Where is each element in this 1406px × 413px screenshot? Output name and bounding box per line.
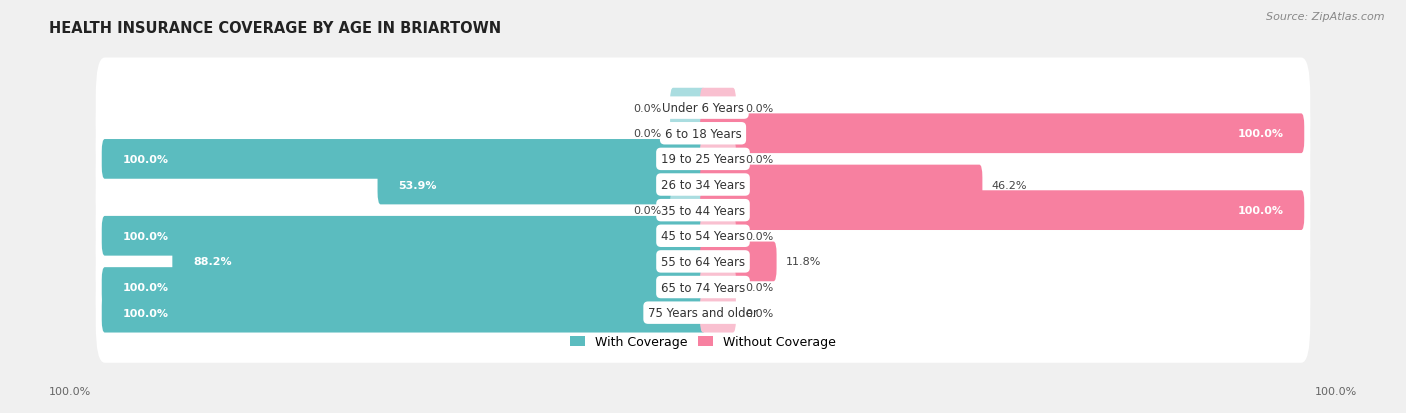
- Text: 6 to 18 Years: 6 to 18 Years: [665, 128, 741, 140]
- Text: 55 to 64 Years: 55 to 64 Years: [661, 255, 745, 268]
- Text: 100.0%: 100.0%: [1315, 387, 1357, 396]
- Text: 88.2%: 88.2%: [193, 257, 232, 267]
- Text: 45 to 54 Years: 45 to 54 Years: [661, 230, 745, 243]
- FancyBboxPatch shape: [700, 88, 735, 128]
- Legend: With Coverage, Without Coverage: With Coverage, Without Coverage: [571, 336, 835, 349]
- FancyBboxPatch shape: [700, 165, 983, 205]
- Text: 0.0%: 0.0%: [745, 231, 773, 241]
- FancyBboxPatch shape: [96, 84, 1310, 184]
- FancyBboxPatch shape: [96, 186, 1310, 286]
- Text: 100.0%: 100.0%: [49, 387, 91, 396]
- Text: 100.0%: 100.0%: [122, 231, 169, 241]
- Text: 0.0%: 0.0%: [745, 103, 773, 113]
- Text: 100.0%: 100.0%: [122, 154, 169, 164]
- FancyBboxPatch shape: [700, 293, 735, 333]
- FancyBboxPatch shape: [101, 268, 706, 307]
- Text: 0.0%: 0.0%: [633, 103, 661, 113]
- FancyBboxPatch shape: [96, 135, 1310, 235]
- Text: 100.0%: 100.0%: [1237, 129, 1284, 139]
- FancyBboxPatch shape: [700, 242, 776, 282]
- FancyBboxPatch shape: [700, 191, 1305, 230]
- Text: 100.0%: 100.0%: [1237, 206, 1284, 216]
- Text: 11.8%: 11.8%: [786, 257, 821, 267]
- FancyBboxPatch shape: [700, 216, 735, 256]
- FancyBboxPatch shape: [671, 114, 706, 154]
- FancyBboxPatch shape: [700, 268, 735, 307]
- FancyBboxPatch shape: [96, 263, 1310, 363]
- Text: 53.9%: 53.9%: [398, 180, 437, 190]
- Text: 75 Years and older: 75 Years and older: [648, 306, 758, 319]
- FancyBboxPatch shape: [96, 212, 1310, 312]
- Text: 0.0%: 0.0%: [745, 154, 773, 164]
- Text: Under 6 Years: Under 6 Years: [662, 102, 744, 115]
- Text: Source: ZipAtlas.com: Source: ZipAtlas.com: [1267, 12, 1385, 22]
- Text: 100.0%: 100.0%: [122, 282, 169, 292]
- Text: 46.2%: 46.2%: [991, 180, 1026, 190]
- Text: 26 to 34 Years: 26 to 34 Years: [661, 178, 745, 192]
- FancyBboxPatch shape: [700, 140, 735, 179]
- FancyBboxPatch shape: [101, 216, 706, 256]
- Text: 0.0%: 0.0%: [633, 129, 661, 139]
- FancyBboxPatch shape: [96, 109, 1310, 209]
- Text: 65 to 74 Years: 65 to 74 Years: [661, 281, 745, 294]
- FancyBboxPatch shape: [101, 140, 706, 179]
- FancyBboxPatch shape: [96, 161, 1310, 261]
- FancyBboxPatch shape: [96, 58, 1310, 158]
- Text: 0.0%: 0.0%: [745, 282, 773, 292]
- Text: 19 to 25 Years: 19 to 25 Years: [661, 153, 745, 166]
- FancyBboxPatch shape: [700, 114, 1305, 154]
- FancyBboxPatch shape: [671, 191, 706, 230]
- Text: 35 to 44 Years: 35 to 44 Years: [661, 204, 745, 217]
- FancyBboxPatch shape: [96, 237, 1310, 337]
- Text: 100.0%: 100.0%: [122, 308, 169, 318]
- FancyBboxPatch shape: [101, 293, 706, 333]
- Text: 0.0%: 0.0%: [633, 206, 661, 216]
- Text: 0.0%: 0.0%: [745, 308, 773, 318]
- FancyBboxPatch shape: [173, 242, 706, 282]
- FancyBboxPatch shape: [671, 88, 706, 128]
- FancyBboxPatch shape: [378, 165, 706, 205]
- Text: HEALTH INSURANCE COVERAGE BY AGE IN BRIARTOWN: HEALTH INSURANCE COVERAGE BY AGE IN BRIA…: [49, 21, 502, 36]
